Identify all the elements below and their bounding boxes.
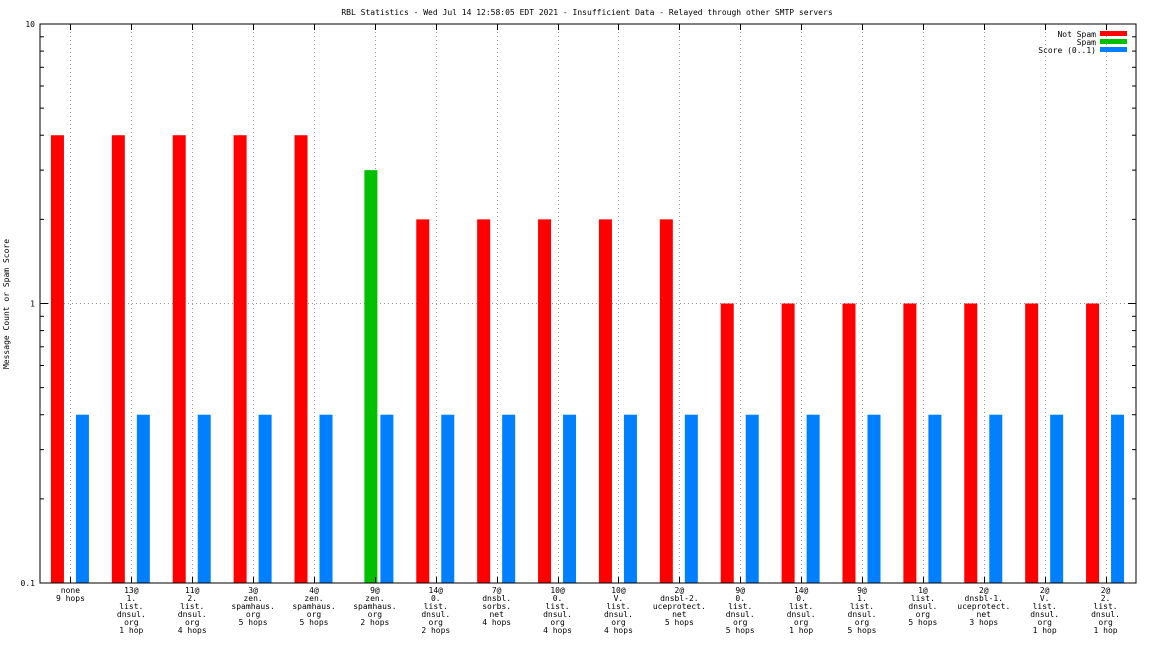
x-tick-label: 2@ 2. list. dnsul. org 1 hop xyxy=(1091,586,1120,635)
legend-label: Score (0..1) xyxy=(1038,46,1096,55)
bar-not-spam xyxy=(477,219,491,583)
bar-score xyxy=(563,414,577,583)
bar-not-spam xyxy=(50,135,64,583)
bar-score xyxy=(319,414,333,583)
bar-score xyxy=(380,414,394,583)
bar-not-spam xyxy=(416,219,430,583)
bar-score xyxy=(745,414,759,583)
x-tick-labels: none 9 hops 13@ 1. list. dnsul. org 1 hop 11@ 2. l… xyxy=(56,586,1120,635)
x-tick-label: 9@ 0. list. dnsul. org 5 hops xyxy=(726,586,755,635)
x-tick-label: 9@ 1. list. dnsul. org 5 hops xyxy=(848,586,877,635)
bar-score xyxy=(1111,414,1125,583)
legend-swatch xyxy=(1100,31,1127,36)
bar-score xyxy=(684,414,698,583)
bar-score xyxy=(258,414,272,583)
bar-score xyxy=(441,414,455,583)
bar-not-spam xyxy=(720,303,734,583)
x-tick-label: 1@ list. dnsul. org 5 hops xyxy=(908,586,937,627)
bars xyxy=(50,135,1125,584)
bar-score xyxy=(1050,414,1064,583)
bar-score xyxy=(867,414,881,583)
x-tick-label: 10@ 0. list. dnsul. org 4 hops xyxy=(543,586,572,635)
legend-label: Spam xyxy=(1077,38,1096,47)
chart-title: RBL Statistics - Wed Jul 14 12:58:05 EDT… xyxy=(341,8,832,17)
bar-not-spam xyxy=(233,135,247,583)
legend-swatch xyxy=(1100,47,1127,52)
x-tick-label: 7@ dnsbl. sorbs. net 4 hops xyxy=(482,586,511,627)
bar-not-spam xyxy=(1086,303,1100,583)
x-tick-label: 10@ V. list. dnsul. org 4 hops xyxy=(604,586,633,635)
bar-score xyxy=(623,414,637,583)
bar-score xyxy=(75,414,89,583)
x-tick-label: 2@ dnsbl-2. uceprotect. net 5 hops xyxy=(653,586,706,627)
x-tick-label: 3@ zen. spamhaus. org 5 hops xyxy=(231,586,274,627)
bar-not-spam xyxy=(1025,303,1039,583)
y-tick-label: 1 xyxy=(30,300,35,309)
y-tick-label: 0.1 xyxy=(21,579,36,588)
x-tick-label: none 9 hops xyxy=(56,586,85,603)
x-tick-label: 11@ 2. list. dnsul. org 4 hops xyxy=(178,586,207,635)
bar-not-spam xyxy=(172,135,186,583)
x-tick-label: 14@ 0. list. dnsul. org 1 hop xyxy=(787,586,816,635)
legend-label: Not Spam xyxy=(1057,30,1096,39)
y-axis-label: Message Count or Spam Score xyxy=(2,239,11,369)
grid-lines xyxy=(40,24,1136,583)
bar-score xyxy=(136,414,150,583)
bar-score xyxy=(928,414,942,583)
bar-not-spam xyxy=(964,303,978,583)
bar-not-spam xyxy=(659,219,673,583)
bar-not-spam xyxy=(598,219,612,583)
bar-not-spam xyxy=(781,303,795,583)
bar-not-spam xyxy=(294,135,308,583)
x-tick-label: 9@ zen. spamhaus. org 2 hops xyxy=(353,586,396,627)
bar-score xyxy=(989,414,1003,583)
bar-not-spam xyxy=(903,303,917,583)
bar-not-spam xyxy=(842,303,856,583)
legend-swatch xyxy=(1100,39,1127,44)
x-tick-label: 4@ zen. spamhaus. org 5 hops xyxy=(292,586,335,627)
bar-score xyxy=(197,414,211,583)
y-tick-label: 10 xyxy=(25,20,35,29)
x-tick-label: 14@ 0. list. dnsul. org 2 hops xyxy=(421,586,450,635)
x-tick-label: 13@ 1. list. dnsul. org 1 hop xyxy=(117,586,146,635)
axis-ticks: 10 1 0.1 xyxy=(21,20,1136,588)
bar-not-spam xyxy=(111,135,125,583)
x-tick-label: 2@ V. list. dnsul. org 1 hop xyxy=(1030,586,1059,635)
bar-spam xyxy=(364,170,378,584)
bar-score xyxy=(502,414,516,583)
bar-not-spam xyxy=(538,219,552,583)
x-tick-label: 2@ dnsbl-1. uceprotect. net 3 hops xyxy=(957,586,1010,627)
bar-score xyxy=(806,414,820,583)
